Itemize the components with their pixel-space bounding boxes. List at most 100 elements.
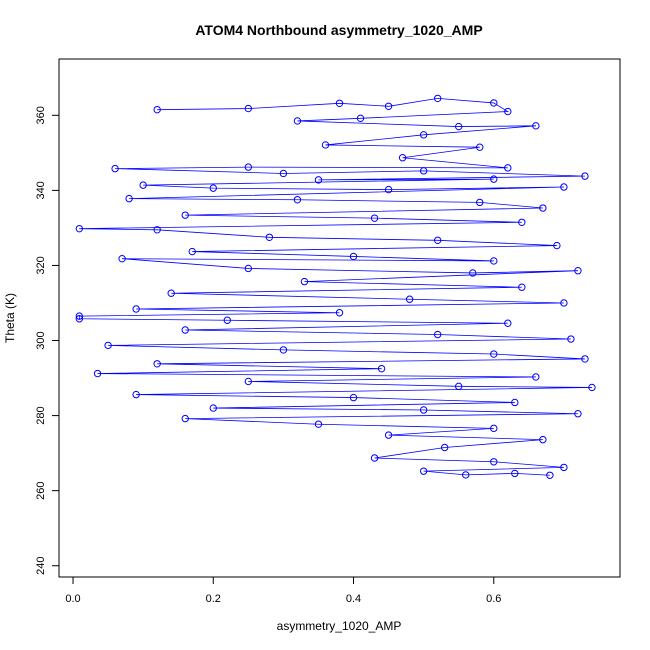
data-point xyxy=(209,184,217,192)
data-point xyxy=(75,315,84,323)
data-point xyxy=(349,393,358,402)
data-point xyxy=(335,99,344,107)
y-tick-label: 280 xyxy=(35,406,47,424)
data-point xyxy=(581,355,589,363)
data-point xyxy=(433,94,442,103)
data-point xyxy=(419,167,428,175)
data-point xyxy=(455,382,463,391)
data-point xyxy=(104,341,112,350)
y-tick-label: 320 xyxy=(35,256,47,274)
data-point xyxy=(279,346,288,354)
data-point xyxy=(419,467,428,475)
chart-title: ATOM4 Northbound asymmetry_1020_AMP xyxy=(195,22,482,38)
data-point xyxy=(244,264,253,273)
series-line xyxy=(78,98,592,476)
data-point xyxy=(539,435,547,444)
y-tick-label: 300 xyxy=(35,331,47,349)
data-point xyxy=(153,105,161,114)
data-point xyxy=(532,373,540,381)
y-axis: 240 260 280 300 320 340 360 xyxy=(35,106,60,575)
data-point xyxy=(588,383,596,392)
data-point xyxy=(539,204,547,212)
x-tick-label: 0.6 xyxy=(486,593,501,605)
data-point xyxy=(132,305,140,313)
data-point xyxy=(462,471,470,479)
y-tick-label: 240 xyxy=(35,557,47,575)
data-point xyxy=(167,289,175,297)
data-point xyxy=(553,241,561,250)
data-point xyxy=(384,185,393,194)
data-point xyxy=(440,443,449,452)
data-point xyxy=(93,369,102,378)
data-point xyxy=(153,360,161,368)
data-point xyxy=(75,312,84,320)
data-point xyxy=(504,164,512,172)
data-point xyxy=(356,114,365,123)
data-point xyxy=(181,211,189,219)
x-axis: 0.0 0.2 0.4 0.6 xyxy=(65,576,501,605)
data-point xyxy=(188,247,196,256)
data-point xyxy=(293,117,302,125)
data-point xyxy=(455,122,463,131)
data-point xyxy=(476,198,484,207)
data-point xyxy=(419,406,428,414)
data-point xyxy=(504,107,512,116)
data-point xyxy=(153,226,161,234)
data-point xyxy=(476,143,484,151)
x-axis-label: asymmetry_1020_AMP xyxy=(277,619,402,633)
data-point xyxy=(370,454,379,462)
data-point xyxy=(574,267,582,275)
data-point xyxy=(279,169,288,178)
data-point xyxy=(504,319,512,327)
data-point xyxy=(560,183,568,191)
data-point xyxy=(581,172,589,180)
data-point xyxy=(111,164,119,173)
data-point xyxy=(181,414,189,423)
data-point xyxy=(118,254,126,263)
y-axis-label: Theta (K) xyxy=(3,293,17,343)
data-point xyxy=(490,175,498,183)
data-point xyxy=(511,469,519,478)
x-tick-label: 0.0 xyxy=(65,593,80,605)
data-point xyxy=(244,377,253,386)
data-point xyxy=(490,458,498,466)
data-point xyxy=(181,326,189,334)
data-point xyxy=(335,309,344,317)
data-point xyxy=(469,269,477,277)
data-point xyxy=(321,141,330,149)
data-point xyxy=(490,350,498,358)
data-point xyxy=(384,431,393,439)
data-point xyxy=(132,390,140,399)
data-point xyxy=(518,218,526,226)
data-point xyxy=(532,122,540,130)
data-point xyxy=(139,181,147,189)
data-point xyxy=(244,163,253,171)
x-tick-label: 0.2 xyxy=(206,593,221,605)
data-point xyxy=(293,196,302,204)
data-point xyxy=(349,252,358,261)
data-point xyxy=(419,131,428,139)
y-tick-label: 340 xyxy=(35,181,47,199)
data-point xyxy=(370,214,379,222)
data-point xyxy=(518,283,526,291)
data-point xyxy=(490,424,498,433)
data-point xyxy=(377,364,386,373)
data-point xyxy=(265,233,274,241)
data-point xyxy=(75,224,84,233)
data-point xyxy=(314,420,323,428)
data-point xyxy=(511,398,519,407)
data-point xyxy=(125,194,133,203)
data-point xyxy=(490,257,498,265)
data-point xyxy=(560,299,568,307)
data-point xyxy=(574,410,582,418)
data-point xyxy=(209,404,217,412)
data-point xyxy=(244,104,253,113)
data-point xyxy=(384,102,393,110)
x-tick-label: 0.4 xyxy=(346,593,361,605)
data-point xyxy=(398,154,407,162)
data-point xyxy=(560,463,568,472)
data-point xyxy=(433,236,442,245)
data-point xyxy=(546,471,554,479)
data-point xyxy=(405,295,414,303)
